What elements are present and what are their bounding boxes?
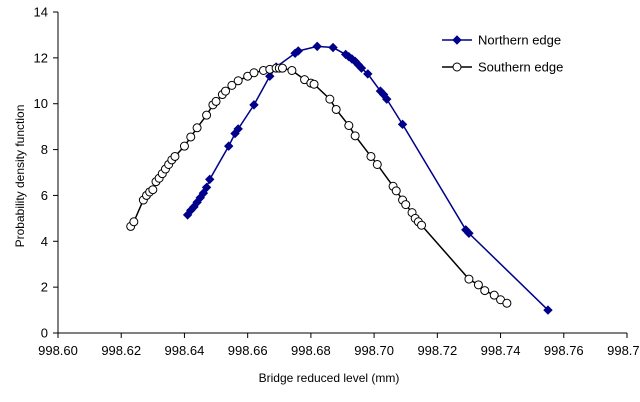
data-point (186, 132, 196, 142)
data-point (502, 298, 512, 308)
legend-item: Southern edge (442, 60, 563, 75)
x-tick-label: 998.74 (481, 343, 521, 358)
data-point (202, 110, 212, 120)
data-point (223, 141, 234, 151)
data-point (249, 100, 259, 110)
data-point (179, 141, 189, 151)
x-tick-label: 998.78 (607, 343, 640, 358)
x-tick-label: 998.64 (165, 343, 205, 358)
data-point (344, 120, 354, 130)
y-tick-label: 6 (41, 188, 48, 203)
data-point (372, 159, 382, 169)
data-point (350, 131, 360, 141)
y-tick-label: 12 (34, 50, 48, 65)
legend-marker (452, 62, 462, 72)
data-point (205, 174, 215, 185)
data-point (277, 63, 287, 73)
data-point (287, 65, 297, 75)
y-tick-label: 0 (41, 326, 48, 341)
series-northern-edge (182, 41, 553, 315)
data-point (227, 80, 237, 90)
data-point (328, 42, 338, 53)
data-point (233, 76, 243, 86)
x-axis-title: Bridge reduced level (mm) (259, 371, 400, 385)
x-tick-label: 998.72 (417, 343, 457, 358)
data-point (148, 185, 158, 195)
data-point (170, 151, 180, 161)
x-tick-label: 998.66 (228, 343, 268, 358)
series-line (186, 45, 549, 311)
x-tick-label: 998.76 (544, 343, 584, 358)
series-southern-edge (126, 63, 512, 308)
data-point (382, 94, 392, 104)
data-point (312, 41, 322, 52)
data-point (198, 188, 209, 198)
data-point (211, 96, 221, 106)
data-point (221, 86, 231, 96)
data-point (464, 228, 474, 238)
legend-marker (452, 35, 462, 45)
y-tick-label: 10 (34, 96, 48, 111)
data-point (366, 151, 376, 161)
series-line (130, 67, 508, 304)
legend-label: Southern edge (478, 60, 563, 75)
data-point (543, 305, 553, 315)
data-point (265, 71, 275, 81)
data-point (473, 280, 483, 290)
data-point (363, 69, 373, 79)
x-tick-label: 998.68 (291, 343, 331, 358)
data-point (489, 290, 499, 300)
y-tick-label: 14 (34, 5, 48, 20)
data-point (309, 79, 319, 89)
data-point (129, 217, 139, 227)
data-point (249, 68, 259, 78)
y-axis-title: Probability density function (13, 105, 27, 248)
legend-label: Northern edge (478, 33, 561, 48)
data-point (192, 123, 202, 133)
data-point (464, 274, 474, 284)
data-point (480, 286, 490, 296)
data-point (356, 63, 367, 73)
data-point (233, 124, 243, 134)
data-point (417, 220, 427, 230)
data-point (397, 119, 408, 130)
y-tick-label: 4 (41, 234, 48, 249)
x-tick-label: 998.60 (38, 343, 78, 358)
legend-item: Northern edge (442, 33, 561, 48)
data-point (201, 182, 212, 193)
data-point (331, 104, 341, 114)
y-tick-label: 2 (41, 280, 48, 295)
x-tick-label: 998.70 (354, 343, 394, 358)
data-point (325, 94, 335, 104)
x-tick-label: 998.62 (101, 343, 141, 358)
data-point (391, 186, 401, 196)
data-point (293, 46, 303, 56)
data-point (401, 200, 411, 210)
y-tick-label: 8 (41, 142, 48, 157)
